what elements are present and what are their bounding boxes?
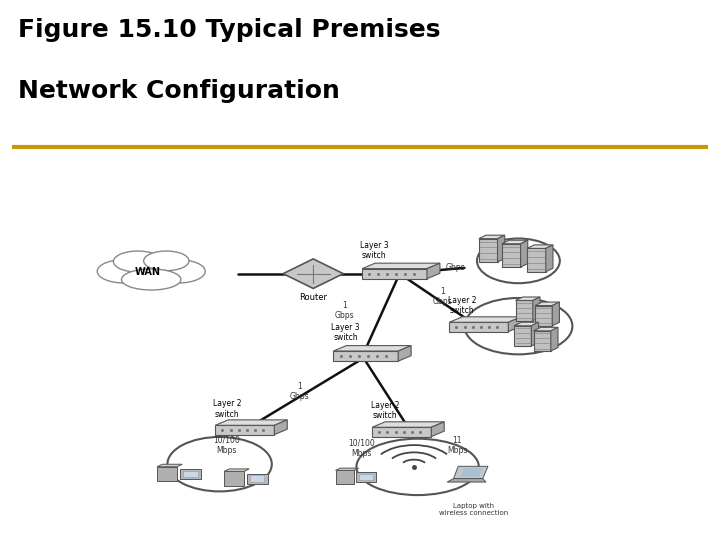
- Text: Layer 3
switch: Layer 3 switch: [360, 241, 389, 260]
- Polygon shape: [283, 259, 343, 288]
- Polygon shape: [535, 302, 559, 306]
- Polygon shape: [546, 245, 553, 272]
- Ellipse shape: [151, 260, 205, 283]
- Polygon shape: [362, 268, 427, 279]
- Polygon shape: [527, 248, 546, 272]
- Polygon shape: [514, 322, 539, 326]
- Polygon shape: [534, 327, 558, 331]
- Polygon shape: [359, 474, 373, 480]
- Ellipse shape: [143, 251, 189, 271]
- Text: Layer 2
switch: Layer 2 switch: [212, 399, 241, 418]
- Text: 1
Gbps: 1 Gbps: [289, 382, 310, 401]
- Polygon shape: [224, 469, 249, 471]
- Polygon shape: [531, 322, 539, 346]
- Polygon shape: [333, 346, 411, 351]
- Polygon shape: [157, 467, 177, 481]
- Polygon shape: [157, 464, 182, 467]
- Polygon shape: [333, 351, 398, 361]
- Polygon shape: [449, 317, 521, 322]
- Polygon shape: [215, 420, 287, 426]
- Polygon shape: [447, 478, 486, 482]
- Polygon shape: [372, 422, 444, 427]
- Polygon shape: [356, 472, 376, 482]
- Text: Figure 15.10 Typical Premises: Figure 15.10 Typical Premises: [18, 18, 441, 42]
- Text: Laptop with
wireless connection: Laptop with wireless connection: [439, 503, 508, 516]
- Polygon shape: [534, 331, 551, 351]
- Polygon shape: [183, 471, 197, 477]
- Polygon shape: [431, 422, 444, 436]
- Polygon shape: [398, 346, 411, 361]
- Ellipse shape: [114, 251, 162, 272]
- Polygon shape: [449, 322, 508, 332]
- Polygon shape: [427, 263, 440, 279]
- Ellipse shape: [97, 260, 151, 283]
- Polygon shape: [516, 300, 533, 321]
- Polygon shape: [521, 240, 528, 267]
- Text: 10/100
Mbps: 10/100 Mbps: [348, 439, 375, 458]
- Polygon shape: [372, 427, 431, 436]
- Polygon shape: [502, 240, 528, 244]
- Text: Gbps: Gbps: [446, 264, 466, 272]
- Polygon shape: [502, 244, 521, 267]
- Ellipse shape: [122, 269, 181, 290]
- Polygon shape: [179, 469, 201, 479]
- Polygon shape: [362, 263, 440, 268]
- Polygon shape: [535, 306, 552, 326]
- Text: Layer 2
switch: Layer 2 switch: [371, 401, 400, 420]
- Polygon shape: [551, 327, 558, 351]
- Text: Layer 2
switch: Layer 2 switch: [448, 296, 477, 315]
- Polygon shape: [552, 302, 559, 326]
- Polygon shape: [479, 235, 505, 239]
- Polygon shape: [461, 468, 482, 477]
- Text: Network Configuration: Network Configuration: [18, 79, 340, 103]
- Text: Router: Router: [300, 293, 327, 302]
- Polygon shape: [527, 245, 553, 248]
- Text: 11
Mbps: 11 Mbps: [447, 436, 467, 455]
- Text: 1
Gbps: 1 Gbps: [432, 287, 452, 306]
- Ellipse shape: [119, 260, 184, 288]
- Polygon shape: [215, 426, 274, 435]
- Polygon shape: [274, 420, 287, 435]
- Polygon shape: [246, 474, 268, 484]
- Polygon shape: [454, 467, 488, 478]
- Polygon shape: [516, 297, 540, 300]
- Polygon shape: [508, 317, 521, 332]
- Polygon shape: [514, 326, 531, 346]
- Text: Layer 3
switch: Layer 3 switch: [331, 323, 360, 342]
- Text: 1
Gbps: 1 Gbps: [335, 301, 355, 320]
- Text: WAN: WAN: [135, 267, 161, 276]
- Polygon shape: [336, 468, 359, 470]
- Polygon shape: [479, 239, 498, 262]
- Polygon shape: [250, 475, 264, 482]
- Polygon shape: [336, 470, 354, 484]
- Polygon shape: [498, 235, 505, 262]
- Polygon shape: [224, 471, 244, 485]
- Text: 10/100
Mbps: 10/100 Mbps: [213, 436, 240, 455]
- Polygon shape: [533, 297, 540, 321]
